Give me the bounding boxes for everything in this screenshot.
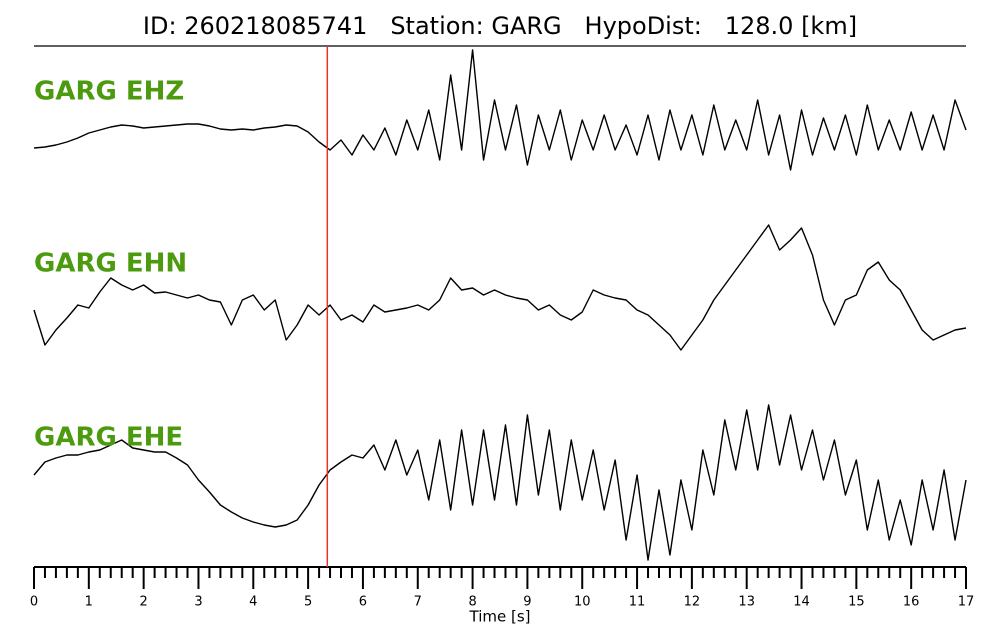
waveform	[33, 49, 967, 171]
x-tick-label: 6	[359, 595, 367, 610]
chart-title: ID: 260218085741 Station: GARG HypoDist:…	[143, 12, 857, 40]
trace-label: GARG EHZ	[34, 77, 184, 107]
x-tick-label: 16	[903, 595, 920, 610]
waveform	[33, 404, 967, 561]
x-tick-label: 11	[629, 595, 646, 610]
x-tick-label: 5	[304, 595, 312, 610]
x-tick-label: 0	[30, 595, 38, 610]
x-tick-label: 9	[523, 595, 531, 610]
waveform	[33, 224, 967, 351]
trace-label: GARG EHN	[34, 249, 187, 279]
x-tick-label: 17	[958, 595, 975, 610]
x-tick-label: 14	[793, 595, 810, 610]
x-tick-label: 2	[140, 595, 148, 610]
x-tick-label: 8	[468, 595, 476, 610]
x-tick-label: 4	[249, 595, 257, 610]
x-tick-label: 3	[194, 595, 202, 610]
x-tick-label: 13	[738, 595, 755, 610]
x-axis-label: Time [s]	[469, 608, 531, 626]
x-tick-label: 10	[574, 595, 591, 610]
x-tick-label: 1	[85, 595, 93, 610]
x-tick-label: 7	[414, 595, 422, 610]
trace-label: GARG EHE	[34, 423, 183, 453]
x-tick-label: 15	[848, 595, 865, 610]
x-tick-label: 12	[684, 595, 701, 610]
